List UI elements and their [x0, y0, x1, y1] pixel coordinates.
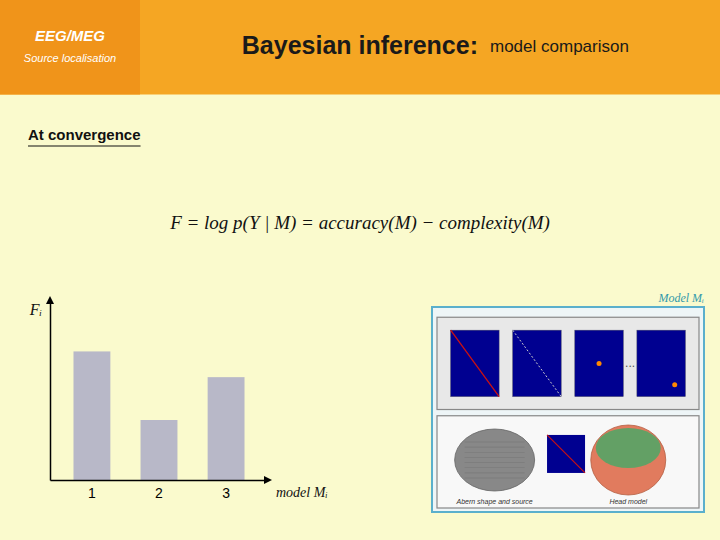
matrix-thumbnail — [575, 330, 623, 396]
brain-texture — [465, 478, 525, 479]
background — [0, 0, 720, 540]
header-box-subtitle: Source localisation — [24, 52, 116, 64]
matrix-diagonal — [451, 330, 499, 396]
model-box — [432, 307, 704, 512]
ellipsis: ... — [625, 356, 635, 370]
matrix-panel — [437, 317, 699, 409]
brain-label: Abern shape and source — [455, 498, 532, 506]
head-label: Head model — [609, 498, 647, 505]
head — [591, 425, 666, 495]
head-top — [596, 428, 661, 468]
x-axis-title: model Mᵢ — [276, 485, 328, 500]
formula: F = log p(Y | M) = accuracy(M) − complex… — [169, 212, 550, 234]
y-axis-title: Fᵢ — [29, 301, 42, 318]
x-tick: 3 — [222, 480, 230, 501]
underline — [28, 146, 141, 147]
section-heading: At convergence — [28, 126, 141, 143]
y-axis-line — [50, 301, 52, 481]
x-tick-label: 2 — [155, 485, 163, 501]
matrix-thumbnail — [513, 330, 561, 396]
small-matrix — [547, 435, 585, 473]
brain-texture — [465, 472, 525, 473]
y-axis-arrow — [46, 296, 54, 304]
small-matrix-diagonal — [547, 435, 585, 473]
model-illustration — [432, 307, 704, 512]
head-panel — [437, 416, 699, 508]
brain-texture — [465, 467, 525, 468]
matrix-thumbnail — [451, 330, 499, 396]
canvas: EEG/MEG Source localisation Bayesian infer… — [0, 0, 720, 540]
brain-texture — [465, 442, 525, 443]
brain-texture — [465, 457, 525, 458]
y-axis — [50, 301, 51, 481]
header-box — [0, 0, 140, 95]
x-tick-label: 3 — [222, 485, 230, 501]
matrix-diagonal — [513, 330, 561, 396]
matrix-dot — [672, 382, 677, 387]
matrix-thumbnail — [637, 330, 685, 396]
bar — [208, 377, 245, 480]
brain — [455, 429, 535, 491]
bar — [141, 420, 178, 480]
x-axis-line — [51, 480, 269, 482]
model-box-label: Model Mᵢ — [657, 291, 704, 305]
bar — [73, 351, 110, 480]
brain-texture — [465, 452, 525, 453]
title: Bayesian inference: — [242, 31, 478, 59]
x-tick: 2 — [155, 480, 163, 501]
brain-texture — [465, 447, 525, 448]
matrix-dot — [597, 361, 602, 366]
header-band — [0, 0, 720, 95]
bars — [73, 351, 244, 480]
header-box-title: EEG/MEG — [35, 27, 105, 44]
brain-texture — [465, 462, 525, 463]
subtitle: model comparison — [490, 37, 629, 56]
x-axis-arrow — [264, 476, 272, 484]
x-tick-label: 1 — [88, 485, 96, 501]
x-tick: 1 — [88, 480, 96, 501]
x-axis: 1 2 3 — [51, 480, 269, 501]
